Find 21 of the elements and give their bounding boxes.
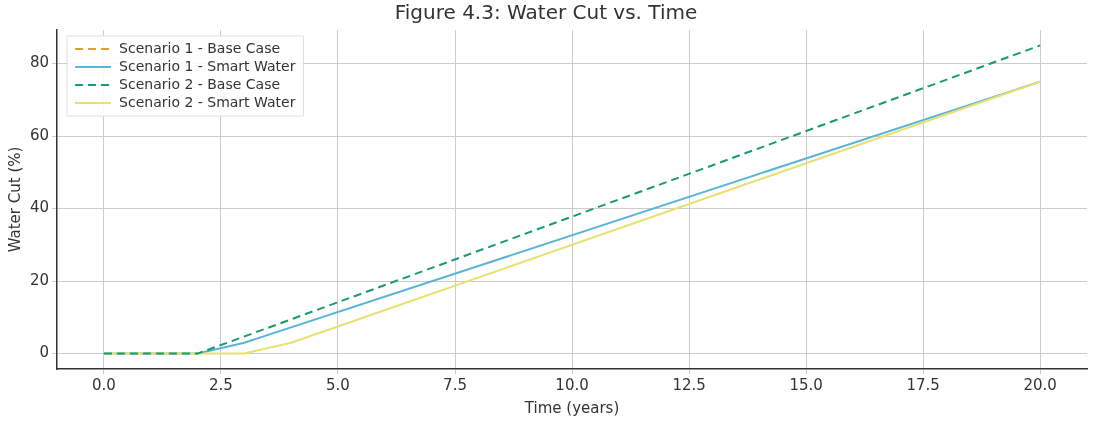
x-tick-label: 7.5 bbox=[443, 375, 467, 394]
x-tick-label: 15.0 bbox=[789, 375, 823, 394]
x-tick-label: 10.0 bbox=[555, 375, 589, 394]
x-axis-title: Time (years) bbox=[523, 398, 620, 417]
legend-label: Scenario 1 - Base Case bbox=[119, 39, 281, 56]
y-tick-label: 80 bbox=[29, 53, 50, 72]
y-tick-label: 40 bbox=[29, 198, 50, 217]
legend-label: Scenario 2 - Base Case bbox=[119, 75, 281, 92]
chart-title: Figure 4.3: Water Cut vs. Time bbox=[394, 0, 698, 25]
y-tick-label: 60 bbox=[29, 125, 50, 144]
x-tick-label: 17.5 bbox=[906, 375, 940, 394]
legend-label: Scenario 1 - Smart Water bbox=[119, 57, 296, 74]
y-axis-title: Water Cut (%) bbox=[5, 146, 24, 253]
legend-label: Scenario 2 - Smart Water bbox=[119, 93, 296, 110]
y-tick-label: 20 bbox=[29, 270, 50, 289]
x-tick-label: 2.5 bbox=[209, 375, 233, 394]
y-tick-label: 0 bbox=[39, 343, 50, 362]
x-tick-label: 20.0 bbox=[1023, 375, 1057, 394]
x-tick-label: 0.0 bbox=[91, 375, 116, 394]
x-tick-label: 12.5 bbox=[672, 375, 706, 394]
x-tick-label: 5.0 bbox=[326, 375, 350, 394]
